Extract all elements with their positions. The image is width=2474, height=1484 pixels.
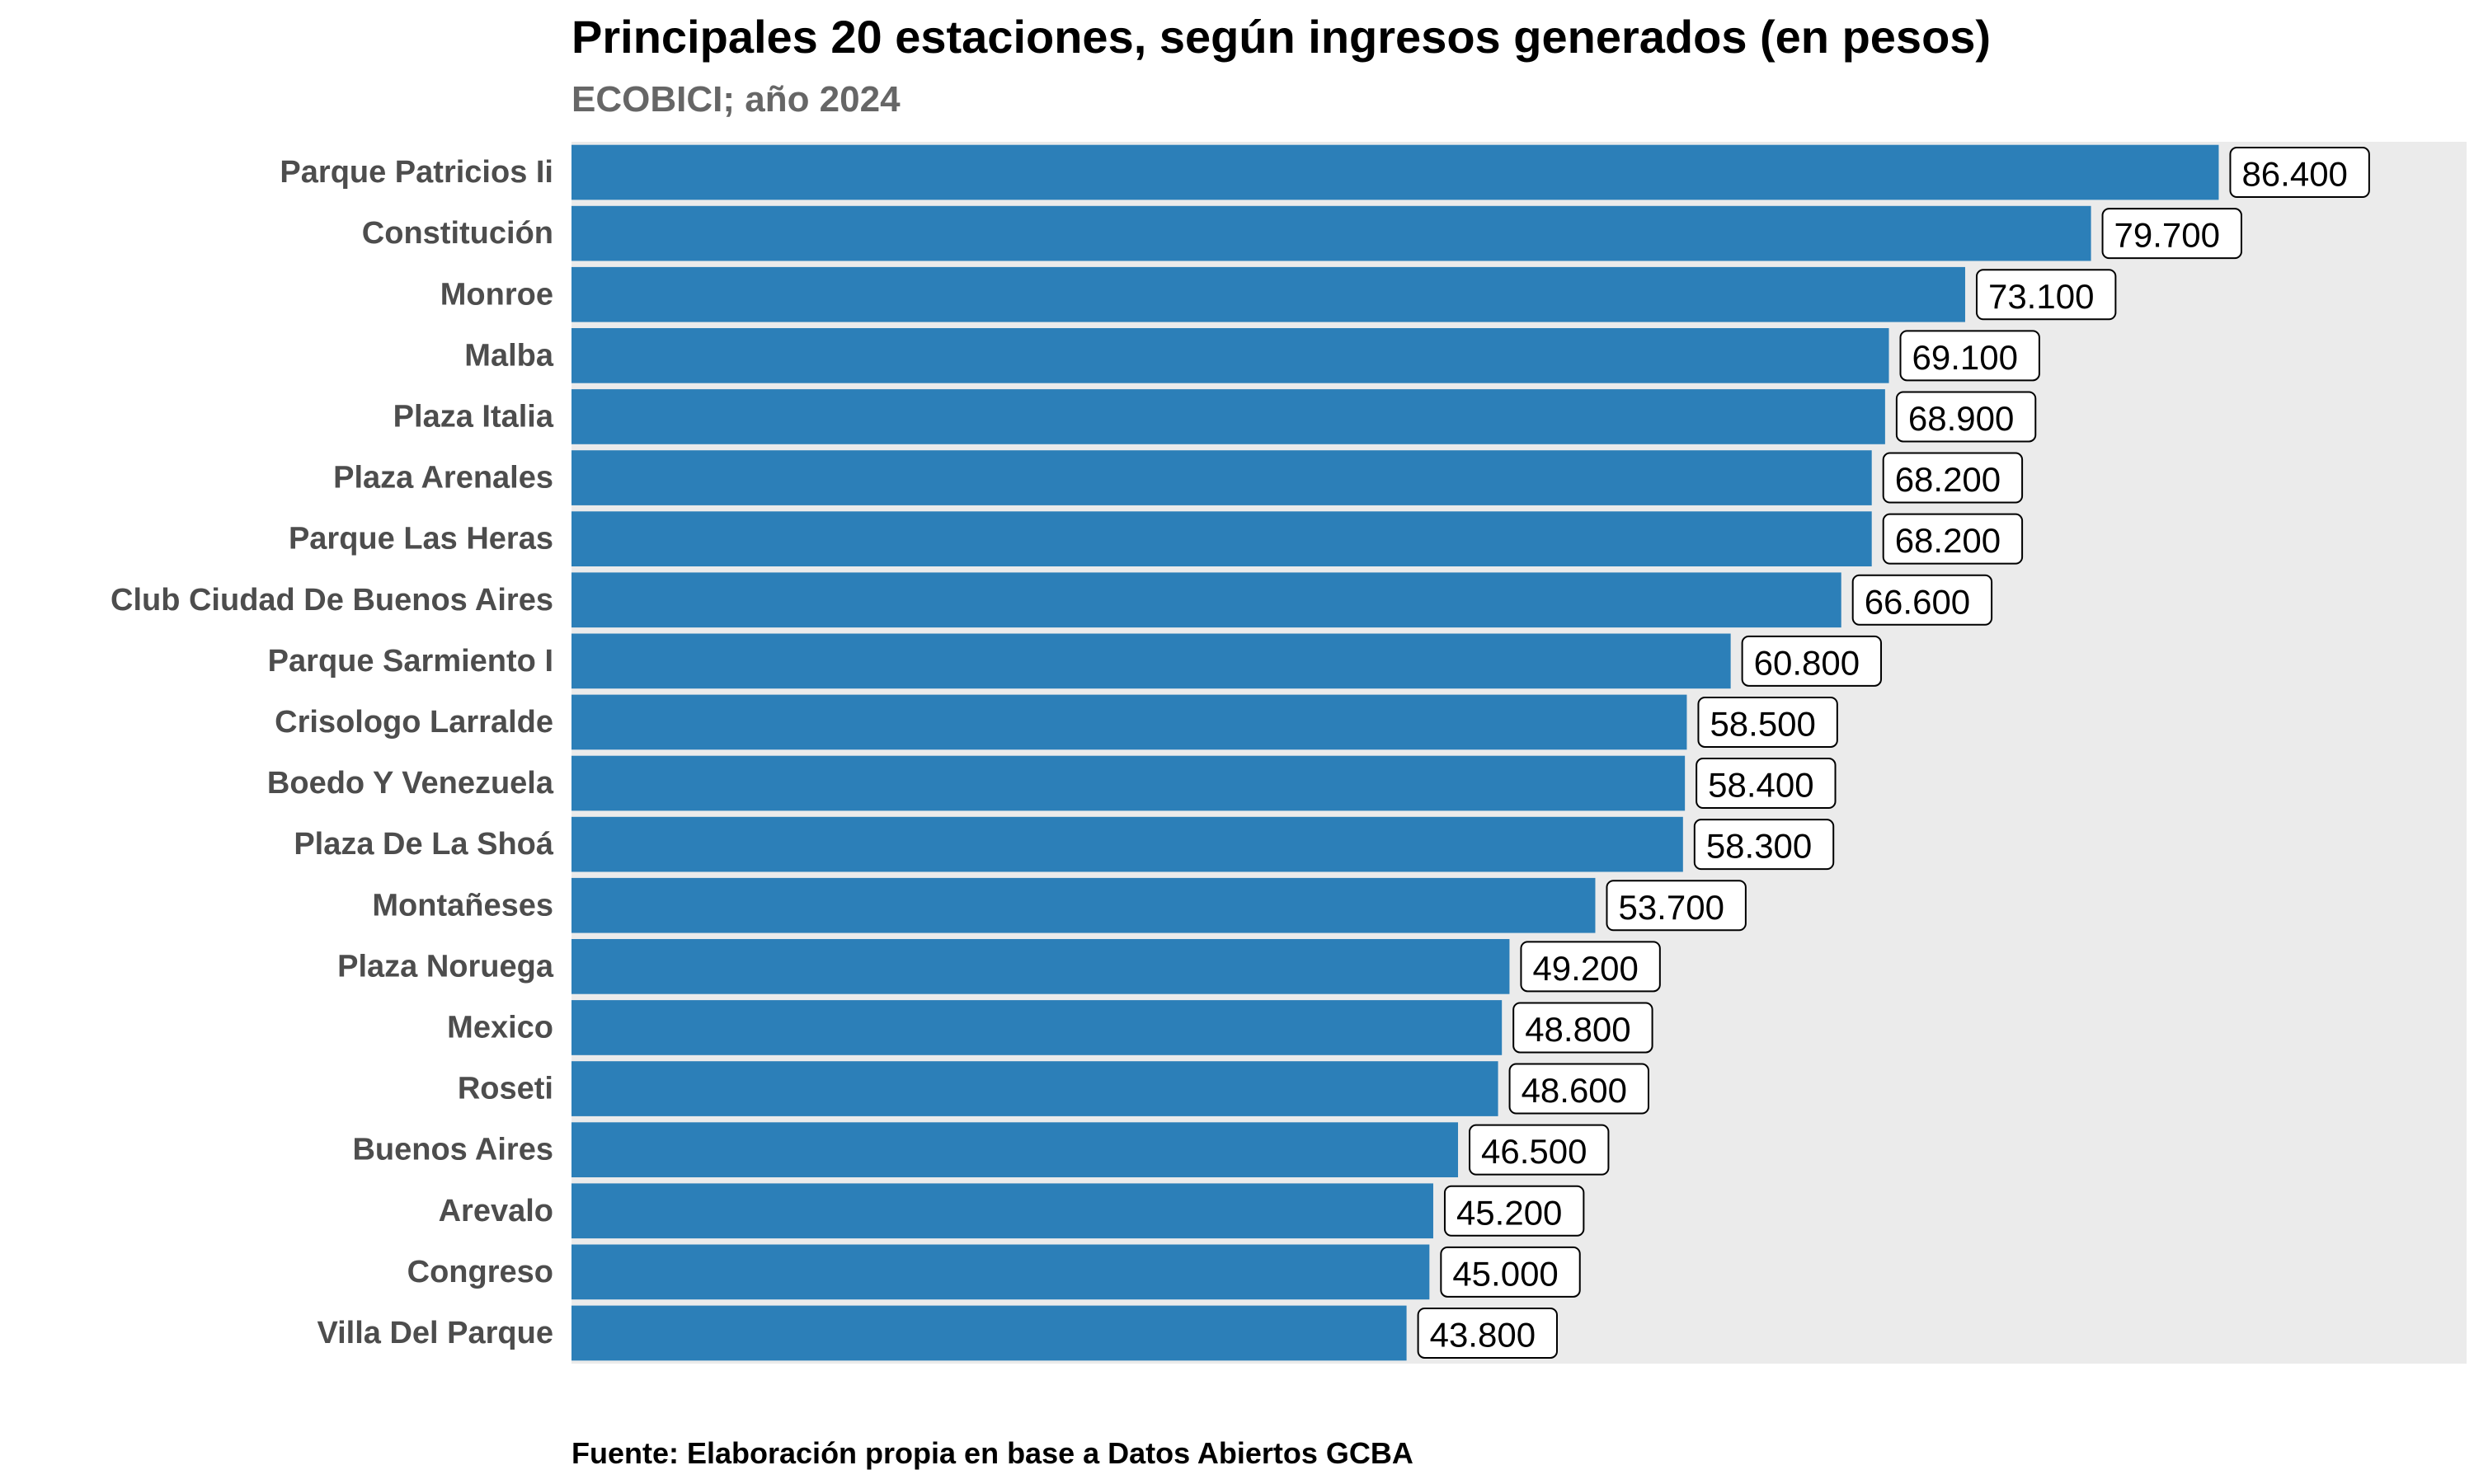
category-label: Buenos Aires [352, 1133, 553, 1167]
plot-panel [571, 142, 2467, 1364]
bar [571, 144, 2219, 200]
category-label: Mexico [447, 1010, 553, 1045]
value-label-box [1741, 635, 1883, 687]
value-label-box [2229, 147, 2370, 199]
bar [571, 755, 1686, 811]
bar [571, 1000, 1503, 1055]
value-label: 58.300 [1706, 827, 1812, 866]
value-label-box [1895, 391, 2037, 443]
category-label: Crisologo Larralde [275, 705, 553, 740]
value-labels: 86.400 79.700 73.100 69.100 68.900 68.200 68.2… [1417, 147, 2370, 1359]
value-label: 60.800 [1754, 643, 1860, 682]
value-label: 69.100 [1912, 338, 2018, 377]
value-label-box [1440, 1246, 1581, 1298]
value-label: 58.500 [1710, 704, 1815, 743]
value-label-box [1606, 880, 1747, 932]
bar [571, 205, 2091, 261]
category-label: Roseti [458, 1072, 553, 1106]
bar [571, 633, 1731, 689]
category-label: Montañeses [372, 888, 553, 923]
bar [571, 328, 1889, 383]
value-label-box [1443, 1185, 1585, 1237]
value-label: 53.700 [1618, 888, 1724, 927]
category-label: Plaza Noruega [337, 949, 554, 984]
bar [571, 816, 1683, 872]
category-label: Plaza Arenales [333, 461, 553, 495]
category-label: Parque Sarmiento I [268, 644, 553, 679]
value-label: 79.700 [2114, 216, 2220, 255]
value-label-box [1693, 819, 1835, 871]
bar [571, 1122, 1459, 1177]
value-label: 48.800 [1525, 1010, 1630, 1049]
value-label: 49.200 [1532, 949, 1638, 988]
value-label: 58.400 [1708, 766, 1813, 805]
bar [571, 1244, 1430, 1300]
value-label: 48.600 [1522, 1071, 1627, 1110]
value-label: 45.200 [1456, 1193, 1562, 1232]
value-label-box [2101, 208, 2242, 260]
value-label-box [1975, 269, 2117, 321]
bar [571, 939, 1510, 994]
category-label: Arevalo [439, 1194, 553, 1228]
value-label: 73.100 [1988, 277, 2094, 316]
value-label-box [1512, 1002, 1653, 1054]
category-label: Monroe [440, 277, 553, 312]
value-label-box [1882, 513, 2024, 565]
value-label-box [1520, 941, 1661, 993]
category-label: Congreso [407, 1255, 553, 1289]
category-labels: Parque Patricios Ii Constitución Monroe Mal… [111, 155, 554, 1350]
category-label: Parque Las Heras [289, 522, 553, 556]
value-label-box [1697, 696, 1838, 748]
category-label: Constitución [362, 216, 553, 251]
bar [571, 511, 1872, 566]
value-label-box [1851, 574, 1993, 626]
bar [571, 450, 1872, 505]
bar [571, 266, 1965, 322]
chart-caption: Fuente: Elaboración propia en base a Dat… [571, 1436, 1413, 1470]
bar [571, 389, 1885, 444]
bar [571, 877, 1596, 933]
bar [571, 694, 1687, 750]
category-label: Plaza Italia [393, 399, 554, 434]
bar [571, 572, 1841, 628]
category-label: Boedo Y Venezuela [267, 766, 554, 801]
category-label: Plaza De La Shoá [294, 827, 554, 862]
chart-subtitle: ECOBICI; año 2024 [571, 79, 901, 120]
value-label: 68.900 [1908, 399, 2014, 438]
value-label: 46.500 [1481, 1132, 1587, 1171]
category-label: Club Ciudad De Buenos Aires [111, 583, 553, 618]
value-label: 45.000 [1452, 1254, 1558, 1293]
value-label-box [1899, 330, 2040, 382]
value-label: 43.800 [1430, 1315, 1536, 1354]
bar [571, 1061, 1498, 1116]
value-label: 66.600 [1865, 582, 1970, 621]
category-label: Parque Patricios Ii [280, 155, 553, 190]
value-label-box [1508, 1063, 1649, 1115]
bar [571, 1305, 1407, 1361]
value-label-box [1469, 1124, 1610, 1176]
bar [571, 1183, 1433, 1239]
category-label: Villa Del Parque [317, 1316, 553, 1350]
value-label-box [1696, 758, 1837, 810]
value-label-box [1417, 1307, 1558, 1359]
bars-group [571, 144, 2219, 1361]
value-label: 68.200 [1895, 460, 2001, 499]
value-label: 68.200 [1895, 521, 2001, 560]
value-label: 86.400 [2241, 155, 2347, 194]
category-label: Malba [464, 338, 554, 373]
chart-title: Principales 20 estaciones, según ingreso… [571, 11, 1991, 63]
value-label-box [1882, 452, 2024, 504]
